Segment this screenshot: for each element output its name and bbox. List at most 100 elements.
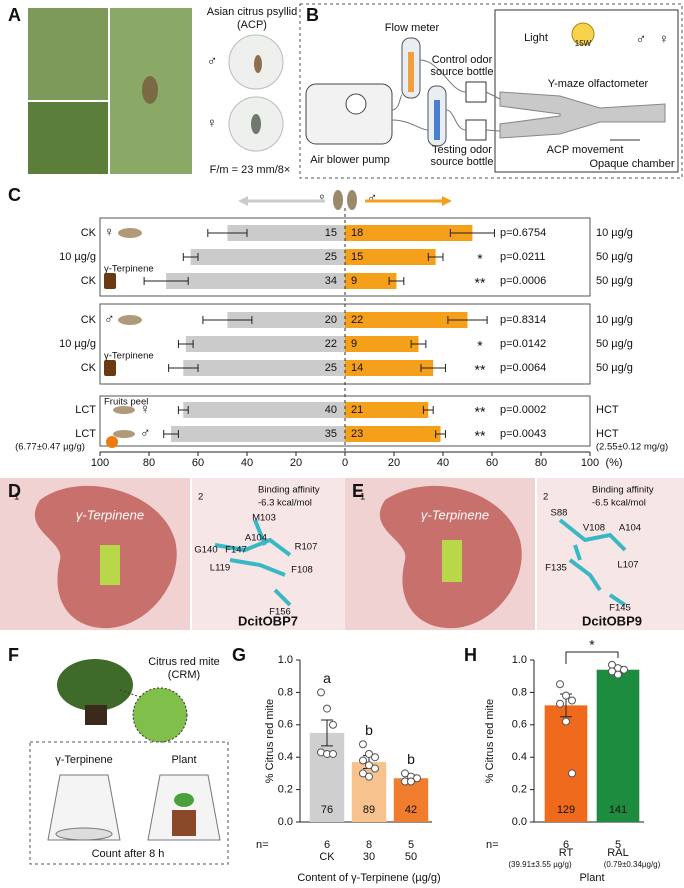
- label: Citrus red mite: [148, 656, 220, 668]
- n-label: n=: [486, 839, 499, 851]
- bar: [183, 360, 345, 376]
- dish: [55, 827, 113, 841]
- count-label: 9: [351, 338, 357, 350]
- x-tick-label: 50: [405, 851, 417, 863]
- label: source bottle: [431, 66, 494, 78]
- bar: [309, 732, 345, 822]
- data-point: [329, 749, 337, 758]
- count-label: 21: [351, 404, 363, 416]
- row-label: 50 µg/g: [596, 251, 633, 263]
- photo: [28, 8, 108, 100]
- data-point: [359, 740, 367, 749]
- row-label: 50 µg/g: [596, 275, 633, 287]
- sex-symbol: ♂: [140, 425, 151, 441]
- data-point: [359, 769, 367, 778]
- y-tick-label: 1.0: [278, 654, 293, 666]
- data-point: [614, 670, 622, 679]
- row-label: CK: [81, 362, 97, 374]
- x-tick-label: CK: [319, 851, 335, 863]
- label: (CRM): [168, 669, 200, 681]
- category-note: (0.79±0.34µg/g): [604, 860, 661, 869]
- group-box: [99, 217, 591, 297]
- x-tick-label: 60: [486, 457, 498, 469]
- significance: *: [477, 251, 483, 267]
- residue: A104: [245, 533, 267, 544]
- y-tick-label: 0.2: [278, 784, 293, 796]
- label: Control odor: [432, 54, 493, 66]
- panel-label: F: [8, 645, 19, 665]
- significance: **: [475, 404, 486, 420]
- content-note: (6.77±0.47 µg/g): [15, 442, 85, 453]
- row-label: 10 µg/g: [596, 314, 633, 326]
- y-tick-label: 1.0: [512, 654, 527, 666]
- data-point: [620, 665, 628, 674]
- symbol: ♂: [207, 53, 218, 69]
- sub-label: 2: [198, 492, 203, 503]
- content-note: (2.55±0.12 mg/g): [596, 442, 668, 453]
- y-tick-label: 0.8: [278, 686, 293, 698]
- affinity: -6.5 kcal/mol: [592, 498, 646, 509]
- symbol: ♀: [207, 115, 218, 131]
- residue: R107: [295, 542, 318, 553]
- significance: **: [475, 362, 486, 378]
- insect: [347, 190, 357, 210]
- panel-label: G: [232, 645, 246, 665]
- insect: [113, 430, 135, 438]
- data-point: [365, 761, 373, 770]
- y-tick-label: 0.4: [512, 751, 527, 763]
- row-label: CK: [81, 314, 97, 326]
- count-label: 42: [405, 804, 417, 816]
- bar: [183, 402, 345, 418]
- label: source bottle: [431, 156, 494, 168]
- x-axis-label: Content of γ-Terpinene (µg/g): [297, 872, 440, 884]
- y-tick-label: 0.2: [512, 784, 527, 796]
- arrow-head: [238, 196, 248, 206]
- scale-note: F/m = 23 mm/8×: [210, 164, 291, 176]
- connector: [119, 689, 141, 698]
- residue: F135: [545, 563, 567, 574]
- plant: [57, 659, 133, 711]
- insect: [251, 114, 261, 134]
- title: Asian citrus psyllid: [207, 6, 297, 18]
- data-point: [556, 680, 564, 689]
- n-value: 5: [408, 839, 414, 851]
- y-tick-label: 0.0: [512, 816, 527, 828]
- data-point: [407, 777, 415, 786]
- data-point: [556, 699, 564, 708]
- bar: [227, 225, 345, 241]
- residues: [214, 519, 292, 607]
- legend-symbol: ♂: [367, 190, 378, 206]
- sub-label: 2: [543, 492, 548, 503]
- significance-bracket: [565, 651, 619, 664]
- count-label: 23: [351, 428, 363, 440]
- insect: [118, 228, 142, 238]
- error-bar: [449, 229, 495, 237]
- count-label: 25: [325, 362, 337, 374]
- row-label: HCT: [596, 404, 619, 416]
- protein: DcitOBP9: [582, 613, 642, 628]
- data-point: [365, 772, 373, 781]
- bar: [345, 312, 468, 328]
- count-label: 76: [321, 804, 333, 816]
- bar: [345, 426, 441, 442]
- title: (ACP): [237, 19, 267, 31]
- sub-label: 1: [360, 492, 365, 503]
- row-label: HCT: [596, 428, 619, 440]
- label: Light: [524, 32, 548, 44]
- x-tick-label: RT: [559, 847, 574, 859]
- n-value: 5: [615, 839, 621, 851]
- bar: [345, 249, 436, 265]
- bar: [166, 273, 345, 289]
- count-label: 20: [325, 314, 337, 326]
- error-bar: [168, 364, 199, 372]
- residue: F145: [609, 603, 631, 614]
- treatment-label: γ-Terpinene: [104, 351, 154, 362]
- bottle: [104, 360, 116, 376]
- row-label: CK: [81, 275, 97, 287]
- cone: [147, 774, 221, 841]
- row-label: 10 µg/g: [596, 227, 633, 239]
- label: Count after 8 h: [92, 848, 165, 860]
- error-bar: [388, 277, 405, 285]
- x-tick-label: 0: [342, 457, 348, 469]
